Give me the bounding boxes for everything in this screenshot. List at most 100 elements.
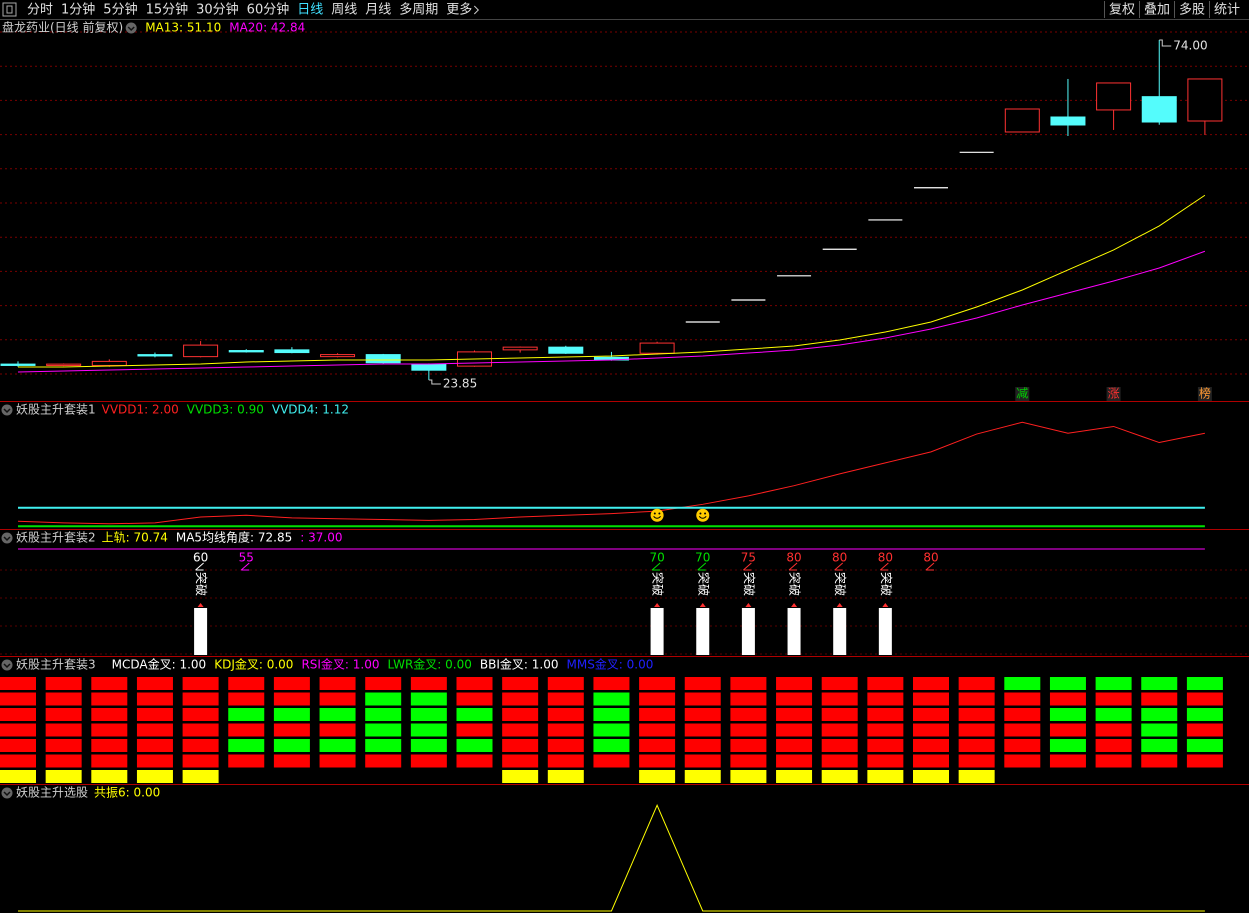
collapse-icon[interactable] [1,404,13,416]
signal-cell [410,723,447,737]
legend-entry: MA20: 42.84 [229,21,305,35]
signal-cell [821,692,858,706]
more-arrow [473,5,480,15]
ma-line [17,250,1206,373]
annotation-pointer [428,379,441,385]
marker-box [1106,387,1121,401]
signal-cell [410,708,447,721]
candle-body [639,342,675,354]
toolbar-button[interactable]: 多股 [1179,2,1205,18]
toolbar-tab[interactable]: 分时 [27,3,53,18]
toolbar-tab[interactable]: 1分钟 [61,2,95,18]
toolbar-tab[interactable]: 更多 [446,2,472,18]
bar-cap [654,602,661,607]
signal-cell [0,754,36,768]
signal-cell [91,692,128,706]
toolbar-button[interactable]: 叠加 [1144,3,1170,18]
candle-body [183,344,219,358]
toolbar-tab[interactable]: 多周期 [399,2,438,18]
smile-eye [653,512,656,515]
toolbar-tab[interactable]: 30分钟 [196,2,239,18]
signal-cell [1141,754,1178,768]
signal-slash [880,562,889,571]
legend-entry: 上轨: 70.74 [102,531,168,545]
signal-cell [502,692,539,706]
signal-cell [273,739,310,752]
signal-cell [45,677,82,690]
collapse-icon[interactable] [1,787,13,799]
signal-cell [365,739,402,752]
legend-entry: LWR金叉: 0.00 [388,657,472,672]
signal-cell [593,708,630,721]
candle-body [91,360,127,366]
signal-value: 80 [923,551,938,565]
signal-value: 55 [239,551,254,565]
signal-cell [1004,754,1041,768]
signal-cell [730,677,767,690]
signal-cell [593,739,630,752]
signal-cell [91,754,128,768]
flag-cell [136,770,173,783]
signal-cell [228,739,265,752]
signal-value: 80 [832,551,847,565]
signal-cell [228,692,265,706]
signal-cell [1004,739,1041,752]
menu-icon[interactable] [2,2,17,17]
signal-cell [1186,739,1223,752]
signal-cell [821,739,858,752]
toolbar-tab[interactable]: 60分钟 [247,2,290,18]
signal-cell [593,754,630,768]
signal-cell [958,692,995,706]
toolbar-tab[interactable]: 月线 [365,3,391,18]
toolbar-tab[interactable]: 15分钟 [146,2,189,18]
signal-cell [867,708,904,721]
legend-entry: VVDD1: 2.00 [102,403,179,417]
signal-cell [45,754,82,768]
signal-cell [0,692,36,706]
legend-entry: MA13: 51.10 [145,21,221,35]
signal-cell [319,708,356,721]
candle-body [228,350,264,353]
signal-cell [502,677,539,690]
signal-cell [1186,677,1223,690]
signal-cell [776,723,813,737]
toolbar-tab[interactable]: 周线 [331,3,357,18]
collapse-icon[interactable] [125,22,137,34]
flag-cell [730,770,767,783]
signal-cell [821,754,858,768]
signal-cell [867,723,904,737]
signal-cell [958,708,995,721]
signal-cell [365,677,402,690]
flag-cell [958,770,995,783]
toolbar-button[interactable]: 统计 [1214,3,1240,18]
breakout-text: 突破 [833,572,848,596]
bar [741,607,755,655]
collapse-icon[interactable] [1,659,13,671]
signal-cell [228,708,265,721]
flag-cell [639,770,676,783]
signal-cell [1095,708,1132,721]
flag-cell [45,770,82,783]
legend-entry: MMS金叉: 0.00 [566,657,653,672]
toolbar-tab[interactable]: 5分钟 [103,2,137,18]
signal-cell [867,739,904,752]
collapse-chevron [127,26,135,32]
toolbar-button[interactable]: 复权 [1109,2,1135,18]
signal-cell [1049,723,1086,737]
signal-cell [228,754,265,768]
panel-title: 妖股主升套装1 [16,403,96,417]
toolbar-tab[interactable]: 日线 [297,3,323,18]
collapse-chevron [3,408,11,414]
collapse-icon[interactable] [1,532,13,544]
smile-eye [699,512,702,515]
signal-cell [547,677,584,690]
flag-cell [182,770,219,783]
signal-cell [593,677,630,690]
annotation-label: 74.00 [1173,38,1207,52]
signal-cell [639,677,676,690]
legend-entry: MCDA金叉: 1.00 [112,657,207,672]
signal-cell [365,692,402,706]
signal-cell [593,692,630,706]
signal-cell [730,739,767,752]
signal-cell [410,754,447,768]
